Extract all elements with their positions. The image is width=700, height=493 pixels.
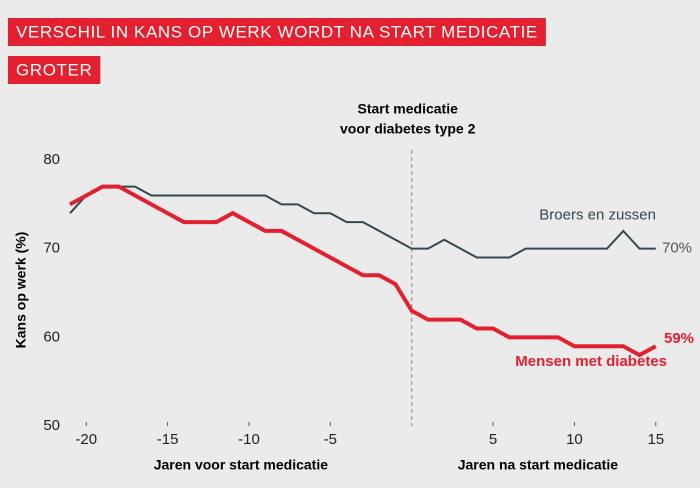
end-label: 70% (662, 240, 692, 257)
x-tick-label: -20 (75, 431, 97, 448)
series-name: Mensen met diabetes (515, 353, 667, 370)
end-label: 59% (664, 330, 694, 347)
x-tick-label: 5 (489, 431, 497, 448)
y-tick-label: 50 (43, 417, 60, 434)
x-tick-label: 10 (566, 431, 583, 448)
x-group-label: Jaren na start medicatie (458, 457, 619, 473)
series-line (69, 184, 657, 358)
x-tick-label: -15 (157, 431, 179, 448)
title-box (8, 56, 101, 84)
x-tick-label: -10 (238, 431, 260, 448)
x-tick-label: -5 (324, 431, 337, 448)
title-box (8, 18, 546, 46)
x-group-label: Jaren voor start medicatie (154, 457, 329, 473)
y-tick-label: 70 (43, 240, 60, 257)
x-tick-label: 15 (647, 431, 664, 448)
chart-title: VERSCHIL IN KANS OP WERK WORDT NA START … (16, 22, 538, 41)
annotation: Start medicatie (358, 101, 459, 117)
y-axis-label: Kans op werk (%) (13, 232, 29, 349)
y-tick-label: 80 (43, 151, 60, 168)
annotation: voor diabetes type 2 (340, 121, 476, 137)
series-name: Broers en zussen (539, 207, 656, 224)
chart-title: GROTER (16, 60, 92, 79)
y-tick-label: 60 (43, 328, 60, 345)
series-line (69, 185, 656, 259)
